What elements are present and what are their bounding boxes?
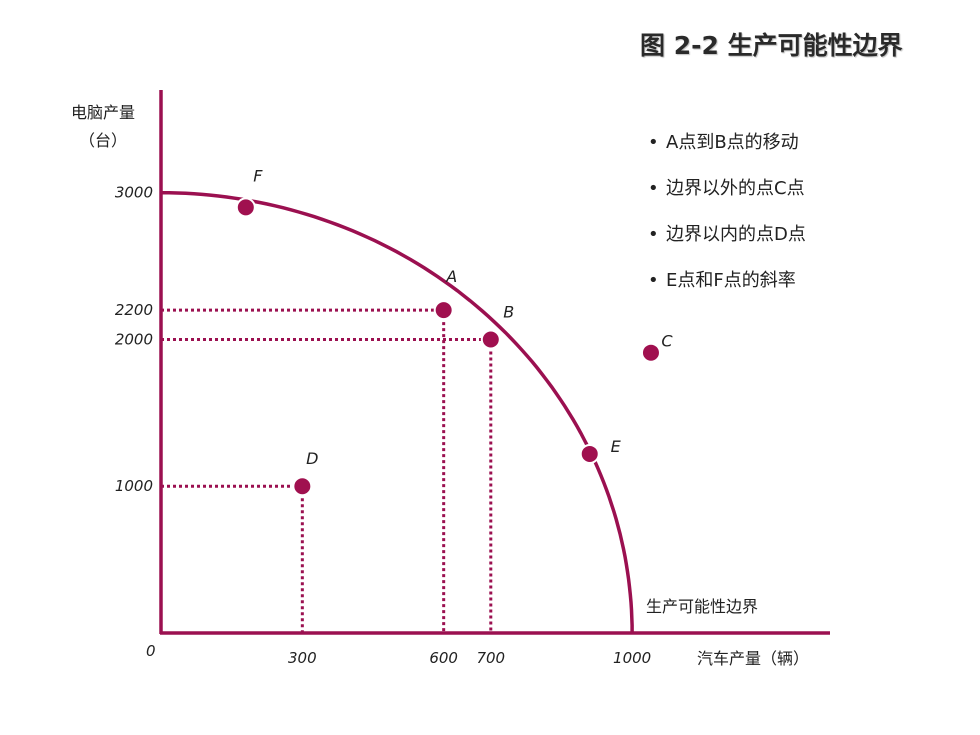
x-axis-label: 汽车产量（辆） xyxy=(697,649,809,668)
bullet-list: • A点到B点的移动 • 边界以外的点C点 • 边界以内的点D点 • E点和F点的斜率 xyxy=(648,128,806,312)
tick-labels: 300 600 700 1000 3000 2200 2000 1000 xyxy=(115,184,651,667)
bullet-item: • 边界以内的点D点 xyxy=(648,224,806,245)
point-A xyxy=(433,300,454,321)
point-label-F: F xyxy=(253,166,263,185)
bullet-text: 边界以内的点D点 xyxy=(666,224,806,245)
bullet-item: • 边界以外的点C点 xyxy=(648,178,805,199)
y-axis-label-line2: （台） xyxy=(79,131,127,150)
bullet-text: E点和F点的斜率 xyxy=(666,270,796,291)
y-tick-label: 2200 xyxy=(115,301,153,319)
bullet-item: • E点和F点的斜率 xyxy=(648,270,796,291)
y-axis-label-line1: 电脑产量 xyxy=(71,103,135,122)
y-tick-label: 3000 xyxy=(115,184,153,202)
guide-lines xyxy=(161,308,493,633)
x-tick-label: 300 xyxy=(288,649,317,667)
figure-title: 图 2-2 生产可能性边界 xyxy=(640,31,903,60)
point-C xyxy=(640,342,661,363)
data-points: F A B E C D xyxy=(235,166,673,497)
bullet-item: • A点到B点的移动 xyxy=(648,132,799,153)
point-label-D: D xyxy=(306,449,318,468)
point-label-A: A xyxy=(445,267,457,286)
frontier-label: 生产可能性边界 xyxy=(646,597,758,616)
bullet-text: A点到B点的移动 xyxy=(666,132,799,153)
point-E xyxy=(579,443,600,464)
point-D xyxy=(292,476,313,497)
y-tick-label: 2000 xyxy=(115,330,153,348)
point-label-C: C xyxy=(661,332,673,351)
origin-label: 0 xyxy=(146,642,156,660)
x-tick-label: 700 xyxy=(476,649,505,667)
point-label-E: E xyxy=(611,437,622,456)
y-tick-label: 1000 xyxy=(115,477,153,495)
point-B xyxy=(480,329,501,350)
frontier-curve xyxy=(160,190,634,633)
x-tick-label: 600 xyxy=(429,649,458,667)
x-tick-label: 1000 xyxy=(613,649,651,667)
point-F xyxy=(235,197,256,218)
point-label-B: B xyxy=(503,302,514,321)
bullet-text: 边界以外的点C点 xyxy=(666,178,805,199)
